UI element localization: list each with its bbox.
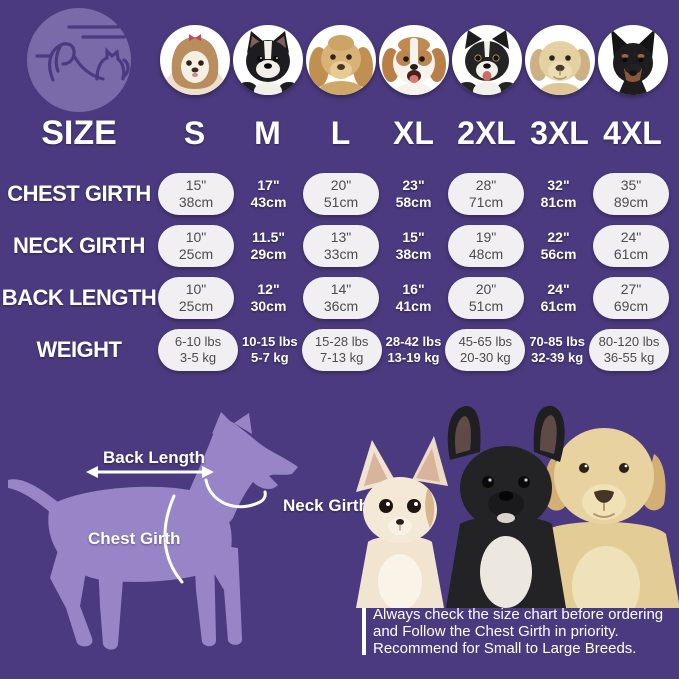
labrador-photo-icon [534, 428, 679, 608]
value-cell: 14" 36cm [303, 277, 379, 319]
note-line: and Follow the Chest Girth in priority. [373, 623, 619, 640]
dog-photo-cocker-spaniel-icon [305, 25, 376, 95]
table-row: NECK GIRTH 10" 25cm 11.5" 29cm 13" 33cm 15" 38cm… [0, 220, 679, 272]
chest-girth-curve [163, 494, 184, 584]
size-column-header: L [330, 114, 351, 151]
value-cell: 10" 25cm [158, 277, 234, 319]
value-cell: 24" 61cm [540, 281, 577, 314]
size-column-header: S [183, 114, 206, 151]
row-label: NECK GIRTH [13, 233, 145, 258]
value-cell: 20" 51cm [303, 173, 379, 215]
row-label: BACK LENGTH [1, 285, 157, 310]
dog-photo-labrador-icon [524, 25, 595, 95]
size-row-label: SIZE [41, 113, 117, 152]
value-cell: 35" 89cm [593, 173, 669, 215]
value-cell: 12" 30cm [250, 281, 287, 314]
value-cell: 11.5" 29cm [250, 229, 287, 262]
chest-girth-label: Chest Girth [88, 529, 181, 548]
table-row: BACK LENGTH 10" 25cm 12" 30cm 14" 36cm 16" 41cm 2… [0, 272, 679, 324]
value-cell: 10" 25cm [158, 225, 234, 267]
value-cell: 10-15 lbs 5-7 kg [242, 334, 298, 365]
value-cell: 70-85 lbs 32-39 kg [529, 334, 585, 365]
value-cell: 32" 81cm [540, 177, 577, 210]
value-cell: 6-10 lbs 3-5 kg [158, 329, 238, 371]
dog-photo-doberman-icon [597, 25, 668, 95]
value-cell: 17" 43cm [250, 177, 287, 210]
neck-girth-label: Neck Girth [283, 496, 369, 515]
chihuahua-photo-icon [356, 436, 448, 608]
value-cell: 28" 71cm [448, 173, 524, 215]
note-line: Recommend for Small to Large Breeds. [373, 640, 637, 657]
brand-logo-dog-cat-icon [27, 8, 131, 112]
table-row: WEIGHT 6-10 lbs 3-5 kg 10-15 lbs 5-7 kg 15-28… [0, 324, 679, 376]
value-cell: 15" 38cm [395, 229, 432, 262]
value-cell: 23" 58cm [395, 177, 432, 210]
row-label: CHEST GIRTH [7, 181, 151, 206]
row-label: WEIGHT [36, 337, 123, 362]
size-column-header: M [254, 114, 281, 151]
value-cell: 45-65 lbs 20-30 kg [445, 329, 526, 371]
size-column-header: XL [393, 114, 434, 151]
neck-girth-curve [204, 478, 267, 509]
value-cell: 80-120 lbs 36-55 kg [589, 329, 669, 371]
dog-measurement-diagram [8, 412, 298, 650]
value-cell: 13" 33cm [303, 225, 379, 267]
size-header-row: SIZE S M L XL 2XL 3XL 4XL [0, 112, 679, 154]
value-cell: 15-28 lbs 7-13 kg [301, 329, 382, 371]
dog-photo-shih-tzu-icon [159, 25, 230, 95]
value-cell: 20" 51cm [448, 277, 524, 319]
dog-photos-row [0, 0, 679, 112]
note-text: Always check the size chart before order… [373, 606, 673, 657]
value-cell: 27" 69cm [593, 277, 669, 319]
three-dogs-photo [356, 405, 679, 608]
value-cell: 24" 61cm [593, 225, 669, 267]
dog-photo-boston-terrier-icon [232, 25, 303, 95]
value-cell: 15" 38cm [158, 173, 234, 215]
value-cell: 28-42 lbs 13-19 kg [385, 334, 442, 365]
note-accent-bar [362, 608, 366, 655]
value-cell: 19" 48cm [448, 225, 524, 267]
dog-photo-border-collie-icon [451, 25, 522, 95]
dog-photo-beagle-icon [378, 25, 449, 95]
french-bulldog-photo-icon [446, 405, 566, 608]
size-column-header: 3XL [530, 114, 589, 151]
size-column-header: 2XL [457, 114, 516, 151]
value-cell: 16" 41cm [395, 281, 432, 314]
table-row: CHEST GIRTH 15" 38cm 17" 43cm 20" 51cm 23" 58cm 2… [0, 168, 679, 220]
note-line: Always check the size chart before order… [373, 606, 664, 623]
size-column-header: 4XL [603, 114, 662, 151]
back-length-label: Back Length [103, 448, 206, 467]
value-cell: 22" 56cm [540, 229, 577, 262]
